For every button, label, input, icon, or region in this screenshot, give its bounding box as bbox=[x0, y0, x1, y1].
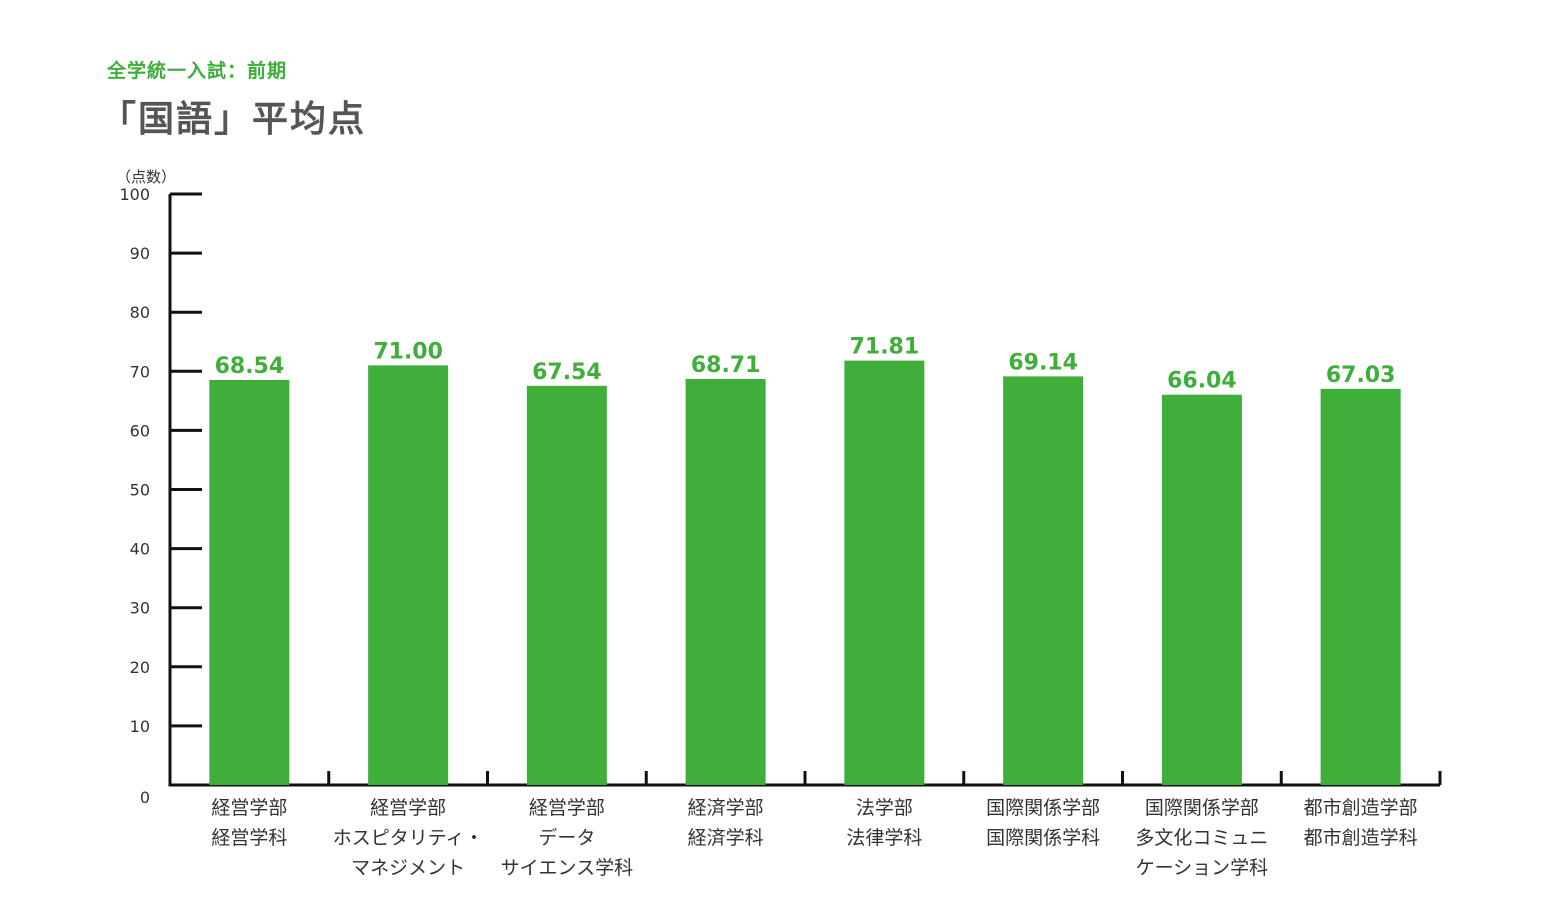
value-label-4: 68.71 bbox=[691, 353, 761, 378]
category-label-2: 経営学部ホスピタリティ・マネジメント bbox=[333, 797, 484, 879]
category-label-3: 経営学部データサイエンス学科 bbox=[501, 797, 633, 879]
bar-8 bbox=[1320, 388, 1401, 785]
y-tick-label-10: 10 bbox=[130, 717, 150, 736]
chart-subtitle: 全学統一入試：前期 bbox=[107, 60, 288, 82]
y-tick-label-0: 0 bbox=[140, 788, 150, 807]
y-tick-label-90: 90 bbox=[130, 244, 150, 263]
category-label-5: 法学部法律学科 bbox=[846, 797, 922, 849]
category-label-4: 経済学部経済学科 bbox=[688, 797, 764, 849]
category-label-6: 国際関係学部国際関係学科 bbox=[986, 797, 1100, 849]
bar-4 bbox=[685, 378, 766, 785]
y-tick-label-50: 50 bbox=[130, 481, 150, 500]
category-label-1: 経営学部経営学科 bbox=[211, 797, 287, 849]
bar-5 bbox=[844, 360, 925, 785]
bar-3 bbox=[526, 385, 607, 785]
value-label-8: 67.03 bbox=[1326, 363, 1396, 388]
y-tick-label-70: 70 bbox=[130, 362, 150, 381]
value-label-7: 66.04 bbox=[1167, 369, 1237, 394]
y-tick-label-40: 40 bbox=[130, 540, 150, 559]
chart-title: 「国語」平均点 bbox=[100, 99, 367, 140]
value-label-3: 67.54 bbox=[532, 360, 602, 385]
y-tick-label-100: 100 bbox=[119, 185, 150, 204]
x-axis bbox=[168, 771, 1442, 787]
category-label-8: 都市創造学部都市創造学科 bbox=[1304, 797, 1418, 849]
value-label-2: 71.00 bbox=[373, 339, 443, 364]
value-label-5: 71.81 bbox=[850, 335, 920, 360]
value-label-1: 68.54 bbox=[215, 354, 285, 379]
y-axis-unit-label: （点数） bbox=[116, 168, 176, 186]
y-tick-label-80: 80 bbox=[130, 303, 150, 322]
y-axis: 0 10 20 30 40 50 60 70 80 90 100 bbox=[119, 185, 202, 807]
y-tick-label-60: 60 bbox=[130, 421, 150, 440]
bar-7 bbox=[1161, 394, 1242, 785]
value-label-6: 69.14 bbox=[1008, 350, 1078, 375]
y-tick-label-30: 30 bbox=[130, 599, 150, 618]
value-labels: 68.54 71.00 67.54 68.71 71.81 69.14 66.04 67.03 bbox=[215, 335, 1396, 394]
bars bbox=[209, 360, 1401, 785]
category-labels: 経営学部経営学科経営学部ホスピタリティ・マネジメント経営学部データサイエンス学科… bbox=[211, 797, 1417, 879]
bar-2 bbox=[368, 365, 449, 785]
category-label-7: 国際関係学部多文化コミュニケーション学科 bbox=[1135, 797, 1268, 879]
bar-1 bbox=[209, 379, 290, 785]
bar-6 bbox=[1003, 376, 1084, 785]
y-tick-label-20: 20 bbox=[130, 658, 150, 677]
